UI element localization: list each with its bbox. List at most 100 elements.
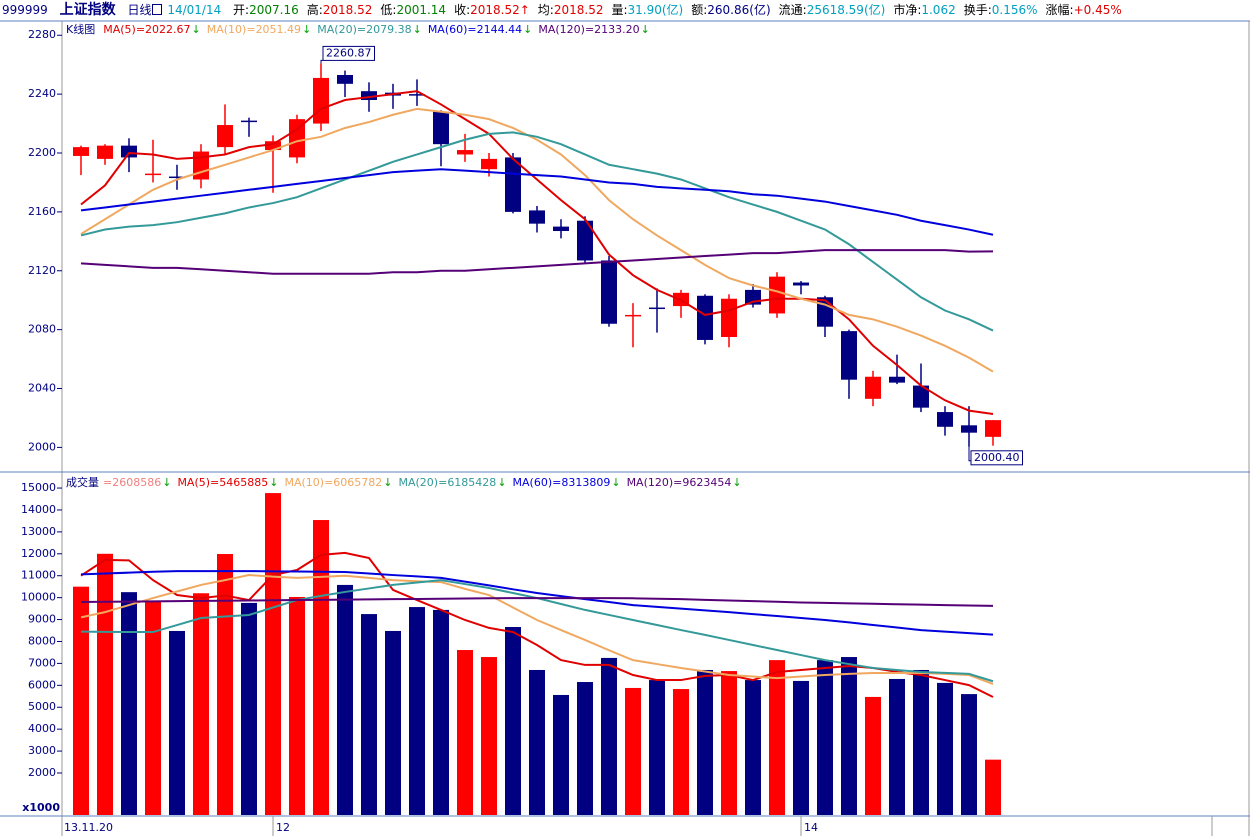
y-tick-label: 10000: [21, 591, 56, 604]
y-tick-label: 13000: [21, 525, 56, 538]
legend-trend: ↓: [269, 476, 278, 489]
volume-bar: [457, 650, 473, 815]
candle-body: [889, 376, 905, 383]
y-tick-label: 2000: [28, 440, 56, 453]
field-label: 开:: [233, 3, 250, 17]
candle-body: [169, 176, 185, 179]
field-value: 1.062: [921, 3, 956, 17]
ma-line: [80, 249, 994, 275]
volume-bar: [649, 680, 665, 815]
candle-body: [481, 158, 497, 170]
volume-bar: [337, 584, 353, 815]
volume-bar: [865, 696, 881, 815]
field-label: 量:: [611, 3, 628, 17]
volume-bar: [169, 630, 185, 815]
header: 999999 上证指数 日线 14/01/14 开:2007.16 高:2018.…: [0, 0, 1250, 20]
volume-bar: [145, 600, 161, 815]
y-tick-label: 2200: [28, 146, 56, 159]
volume-bar: [409, 607, 425, 815]
legend-entry: MA(20)=2079.38: [317, 23, 411, 36]
candle-body: [793, 282, 809, 286]
annotation-leader: [320, 59, 323, 64]
y-tick-label: 9000: [28, 613, 56, 626]
legend-trend: ↓: [732, 476, 741, 489]
candle-body: [457, 150, 473, 155]
candle-body: [769, 276, 785, 314]
field-value: 2018.52↑: [470, 3, 530, 17]
volume-bar: [289, 596, 305, 815]
panel-title: K线图: [66, 22, 95, 36]
x-tick-label: 14: [804, 821, 818, 834]
candle-body: [841, 331, 857, 380]
y-tick-label: 5000: [28, 700, 56, 713]
y-tick-label: 2120: [28, 264, 56, 277]
field-value: 2001.14: [396, 3, 447, 17]
volume-bar: [601, 657, 617, 815]
candle-body: [217, 125, 233, 148]
volume-bar: [481, 657, 497, 815]
field-label: 额:: [691, 3, 708, 17]
y-tick-label: 12000: [21, 547, 56, 560]
legend-entry: MA(120)=2133.20: [538, 23, 639, 36]
legend-trend: ↓: [383, 476, 392, 489]
legend-entry: MA(10)=6065782: [284, 476, 382, 489]
volume-bar: [745, 680, 761, 815]
field-value: 2007.16: [249, 3, 299, 17]
volume-bar: [553, 694, 569, 815]
volume-bar: [697, 669, 713, 815]
y-tick-label: 8000: [28, 634, 56, 647]
legend-entry: MA(60)=8313809: [513, 476, 611, 489]
panel-title: 成交量: [66, 475, 99, 489]
x-tick-label: 12: [276, 821, 290, 834]
field-value: 25618.59(亿): [806, 3, 886, 17]
volume-bar: [913, 669, 929, 815]
legend-entry: MA(20)=6185428: [399, 476, 497, 489]
candle-body: [865, 376, 881, 399]
y-tick-label: 6000: [28, 678, 56, 691]
ma-line: [80, 107, 994, 373]
x-tick-label: 13.11.20: [64, 821, 113, 834]
legend-trend: ↓: [497, 476, 506, 489]
ma-line: [80, 90, 994, 416]
legend-trend: ↓: [523, 23, 532, 36]
field-label: 涨幅:: [1045, 3, 1074, 17]
field-label: 均:: [537, 3, 554, 17]
field-value: 0.156%: [991, 3, 1038, 17]
candle-body: [409, 94, 425, 96]
candle-body: [697, 295, 713, 340]
volume-bar: [937, 682, 953, 815]
volume-bar: [529, 669, 545, 815]
candle-body: [721, 298, 737, 337]
legend-entry: MA(5)=2022.67: [103, 23, 190, 36]
legend-trend: ↓: [192, 23, 201, 36]
volume-bar: [769, 660, 785, 815]
annotation-leader: [968, 446, 971, 462]
volume-bar: [241, 602, 257, 815]
annotation-label: 2260.87: [326, 46, 372, 59]
field-label: 高:: [306, 3, 323, 17]
ma-line: [80, 597, 994, 607]
ma-line: [80, 570, 994, 636]
y-tick-label: 4000: [28, 722, 56, 735]
volume-bar: [505, 627, 521, 815]
y-tick-label: 2040: [28, 382, 56, 395]
code: 999999: [2, 3, 48, 17]
candle-body: [601, 260, 617, 324]
candle-body: [97, 145, 113, 159]
volume-bar: [73, 586, 89, 815]
volume-bar: [217, 554, 233, 815]
index-name: 上证指数: [59, 2, 116, 18]
candle-body: [121, 145, 137, 158]
volume-bar: [121, 592, 137, 815]
volume-unit: x1000: [22, 801, 60, 814]
volume-bar: [961, 694, 977, 815]
candle-body: [553, 226, 569, 232]
fields: 开:2007.16 高:2018.52 低:2001.14 收:2018.52↑ 均:2…: [233, 3, 1130, 17]
candle-body: [505, 157, 521, 212]
volume-bar: [385, 630, 401, 815]
ma-line: [80, 574, 994, 685]
candle-body: [289, 119, 305, 158]
volume-bar: [313, 520, 329, 815]
y-tick-label: 15000: [21, 481, 56, 494]
